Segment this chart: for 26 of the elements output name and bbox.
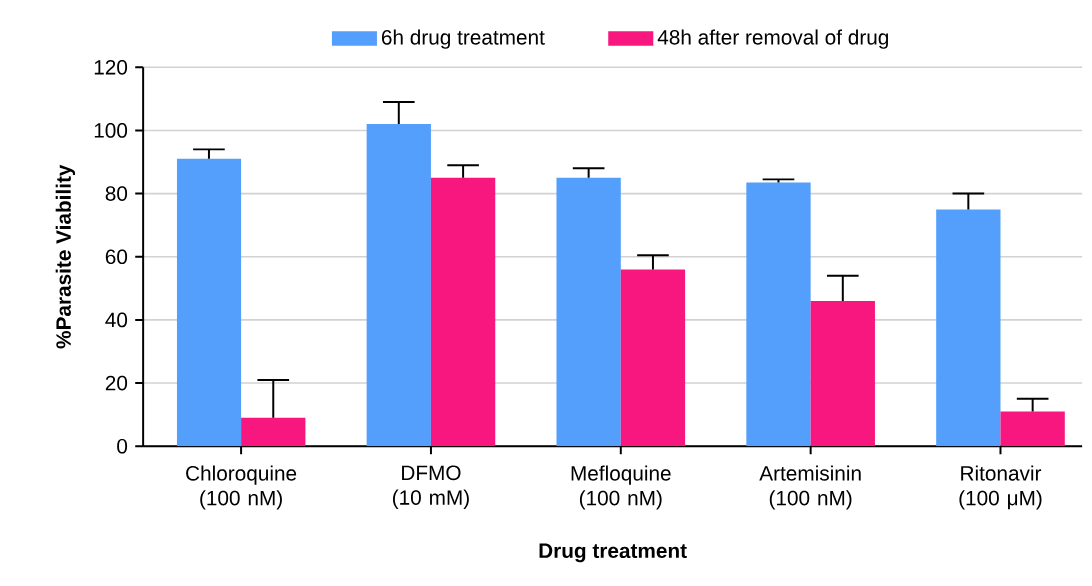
bar (1000, 411, 1065, 447)
bar (746, 182, 811, 447)
legend-label: 48h after removal of drug (657, 29, 889, 49)
bar (176, 158, 242, 447)
y-tick-label: 80 (105, 186, 128, 202)
y-axis-title: %Parasite Viability (55, 164, 76, 349)
y-tick-label: 60 (105, 249, 128, 265)
x-tick-label: Mefloquine (100 nM) (571, 465, 671, 510)
bar (366, 124, 431, 447)
x-tick-label: Ritonavir (100 μM) (959, 465, 1042, 510)
y-tick-label: 40 (105, 312, 128, 328)
x-tick-label: Artemisinin (100 nM) (759, 465, 861, 510)
legend-label: 6h drug treatment (381, 29, 545, 49)
bar (936, 209, 1001, 447)
y-tick-label: 120 (94, 60, 128, 75)
bar (620, 269, 686, 447)
bar (556, 177, 621, 447)
bar (810, 301, 875, 447)
y-tick-label: 100 (94, 123, 128, 138)
x-tick-label: Chloroquine (100 nM) (186, 465, 297, 510)
x-axis-title: Drug treatment (539, 543, 687, 563)
y-tick-label: 0 (117, 439, 128, 454)
x-tick-label: DFMO (10 mM) (392, 465, 469, 510)
bar (430, 177, 496, 447)
y-tick-label: 20 (105, 375, 128, 391)
bar (241, 417, 306, 447)
